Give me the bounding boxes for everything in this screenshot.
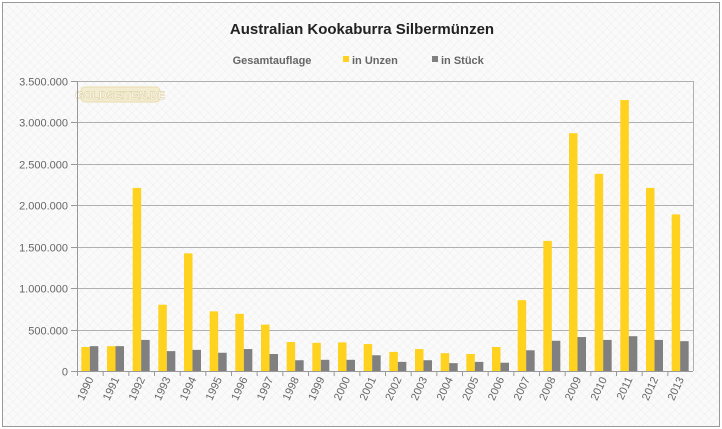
y-tick-label: 500.000 bbox=[28, 326, 68, 338]
bar-stueck-2001[interactable] bbox=[372, 355, 381, 371]
x-tick-label: 2007 bbox=[512, 375, 533, 402]
bar-unzen-1998[interactable] bbox=[286, 342, 296, 371]
bar-unzen-2006[interactable] bbox=[492, 346, 501, 371]
y-tick-label: 2.500.000 bbox=[19, 160, 68, 172]
bar-unzen-2011[interactable] bbox=[620, 100, 629, 372]
bar-stueck-1999[interactable] bbox=[320, 359, 330, 371]
x-tick-label: 2003 bbox=[409, 375, 430, 402]
x-tick-label: 2002 bbox=[383, 375, 404, 402]
chart-title: Australian Kookaburra Silbermünzen bbox=[230, 21, 494, 38]
bar-unzen-2012[interactable] bbox=[646, 187, 655, 371]
x-tick-label: 2001 bbox=[358, 375, 379, 402]
bar-unzen-2004[interactable] bbox=[440, 353, 450, 371]
x-tick-label: 1994 bbox=[178, 375, 199, 402]
bar-unzen-2008[interactable] bbox=[543, 240, 552, 371]
x-tick-label: 1997 bbox=[255, 375, 276, 402]
legend-swatch-stueck bbox=[432, 56, 438, 62]
x-tick-label: 2006 bbox=[486, 375, 507, 402]
bar-stueck-1995[interactable] bbox=[218, 352, 227, 371]
y-tick-label: 3.000.000 bbox=[19, 118, 68, 130]
bar-unzen-1992[interactable] bbox=[132, 187, 142, 371]
bar-unzen-2007[interactable] bbox=[517, 300, 527, 371]
bar-stueck-2011[interactable] bbox=[628, 336, 638, 371]
bar-stueck-2007[interactable] bbox=[526, 350, 535, 371]
y-tick-label: 1.000.000 bbox=[19, 284, 68, 296]
bar-unzen-1995[interactable] bbox=[209, 311, 219, 371]
x-tick-label: 2010 bbox=[589, 375, 610, 402]
x-tick-label: 1990 bbox=[75, 375, 96, 402]
x-tick-label: 2011 bbox=[615, 375, 636, 402]
bar-stueck-2010[interactable] bbox=[603, 339, 612, 371]
bar-stueck-1991[interactable] bbox=[115, 346, 125, 371]
bar-unzen-1990[interactable] bbox=[81, 346, 90, 371]
bar-unzen-2013[interactable] bbox=[671, 214, 681, 371]
x-tick-label: 1995 bbox=[204, 375, 225, 402]
bar-stueck-2012[interactable] bbox=[654, 339, 664, 371]
bar-stueck-1997[interactable] bbox=[269, 354, 279, 371]
bar-unzen-1997[interactable] bbox=[261, 324, 270, 371]
x-tick-label: 2009 bbox=[563, 375, 584, 402]
x-tick-label: 2004 bbox=[435, 375, 456, 402]
x-tick-label: 2008 bbox=[537, 375, 558, 402]
bar-unzen-1993[interactable] bbox=[158, 304, 167, 371]
legend-label-unzen[interactable]: in Unzen bbox=[352, 55, 398, 67]
x-tick-label: 1992 bbox=[127, 375, 148, 402]
bar-stueck-2000[interactable] bbox=[346, 359, 356, 371]
bar-unzen-2009[interactable] bbox=[569, 133, 578, 371]
bar-unzen-2010[interactable] bbox=[594, 173, 604, 371]
bar-stueck-1990[interactable] bbox=[89, 346, 99, 371]
bar-unzen-1991[interactable] bbox=[107, 346, 116, 371]
x-tick-label: 1996 bbox=[229, 375, 250, 402]
bar-stueck-2004[interactable] bbox=[449, 363, 458, 371]
bar-stueck-1996[interactable] bbox=[243, 349, 253, 371]
bar-unzen-1996[interactable] bbox=[235, 313, 244, 371]
y-tick-label: 3.500.000 bbox=[19, 77, 68, 89]
x-tick-label: 1999 bbox=[306, 375, 327, 402]
bar-stueck-2013[interactable] bbox=[680, 341, 689, 371]
bar-unzen-2001[interactable] bbox=[363, 344, 373, 371]
bar-unzen-2002[interactable] bbox=[389, 351, 398, 371]
bar-stueck-1998[interactable] bbox=[295, 360, 304, 371]
bar-stueck-2003[interactable] bbox=[423, 360, 433, 371]
bar-unzen-2000[interactable] bbox=[338, 342, 347, 371]
y-tick-label: 0 bbox=[62, 367, 68, 379]
x-tick-label: 2012 bbox=[640, 375, 661, 402]
bar-stueck-2005[interactable] bbox=[474, 361, 484, 371]
bar-stueck-2008[interactable] bbox=[551, 340, 561, 371]
bar-unzen-1999[interactable] bbox=[312, 342, 321, 371]
watermark-logo: GOLDSEITEN.DE bbox=[75, 86, 165, 103]
bar-stueck-2002[interactable] bbox=[397, 361, 407, 371]
legend-swatch-unzen bbox=[343, 56, 349, 62]
watermark-text: GOLDSEITEN.DE bbox=[75, 90, 165, 102]
y-tick-label: 1.500.000 bbox=[19, 243, 68, 255]
bar-unzen-2003[interactable] bbox=[415, 349, 424, 371]
x-tick-label: 2000 bbox=[332, 375, 353, 402]
bar-stueck-1992[interactable] bbox=[141, 339, 150, 371]
legend-label-stueck[interactable]: in Stück bbox=[441, 55, 485, 67]
x-tick-label: 2005 bbox=[460, 375, 481, 402]
x-tick-label: 1998 bbox=[281, 375, 302, 402]
x-tick-label: 2013 bbox=[666, 375, 687, 402]
x-tick-label: 1991 bbox=[101, 375, 122, 402]
legend-title: Gesamtauflage bbox=[233, 55, 312, 67]
bar-unzen-2005[interactable] bbox=[466, 354, 475, 371]
bar-stueck-2006[interactable] bbox=[500, 362, 510, 371]
bar-stueck-1993[interactable] bbox=[166, 351, 176, 371]
x-tick-label: 1993 bbox=[152, 375, 173, 402]
bar-stueck-2009[interactable] bbox=[577, 337, 587, 371]
bar-stueck-1994[interactable] bbox=[192, 349, 202, 371]
y-tick-label: 2.000.000 bbox=[19, 201, 68, 213]
bar-unzen-1994[interactable] bbox=[184, 253, 193, 371]
